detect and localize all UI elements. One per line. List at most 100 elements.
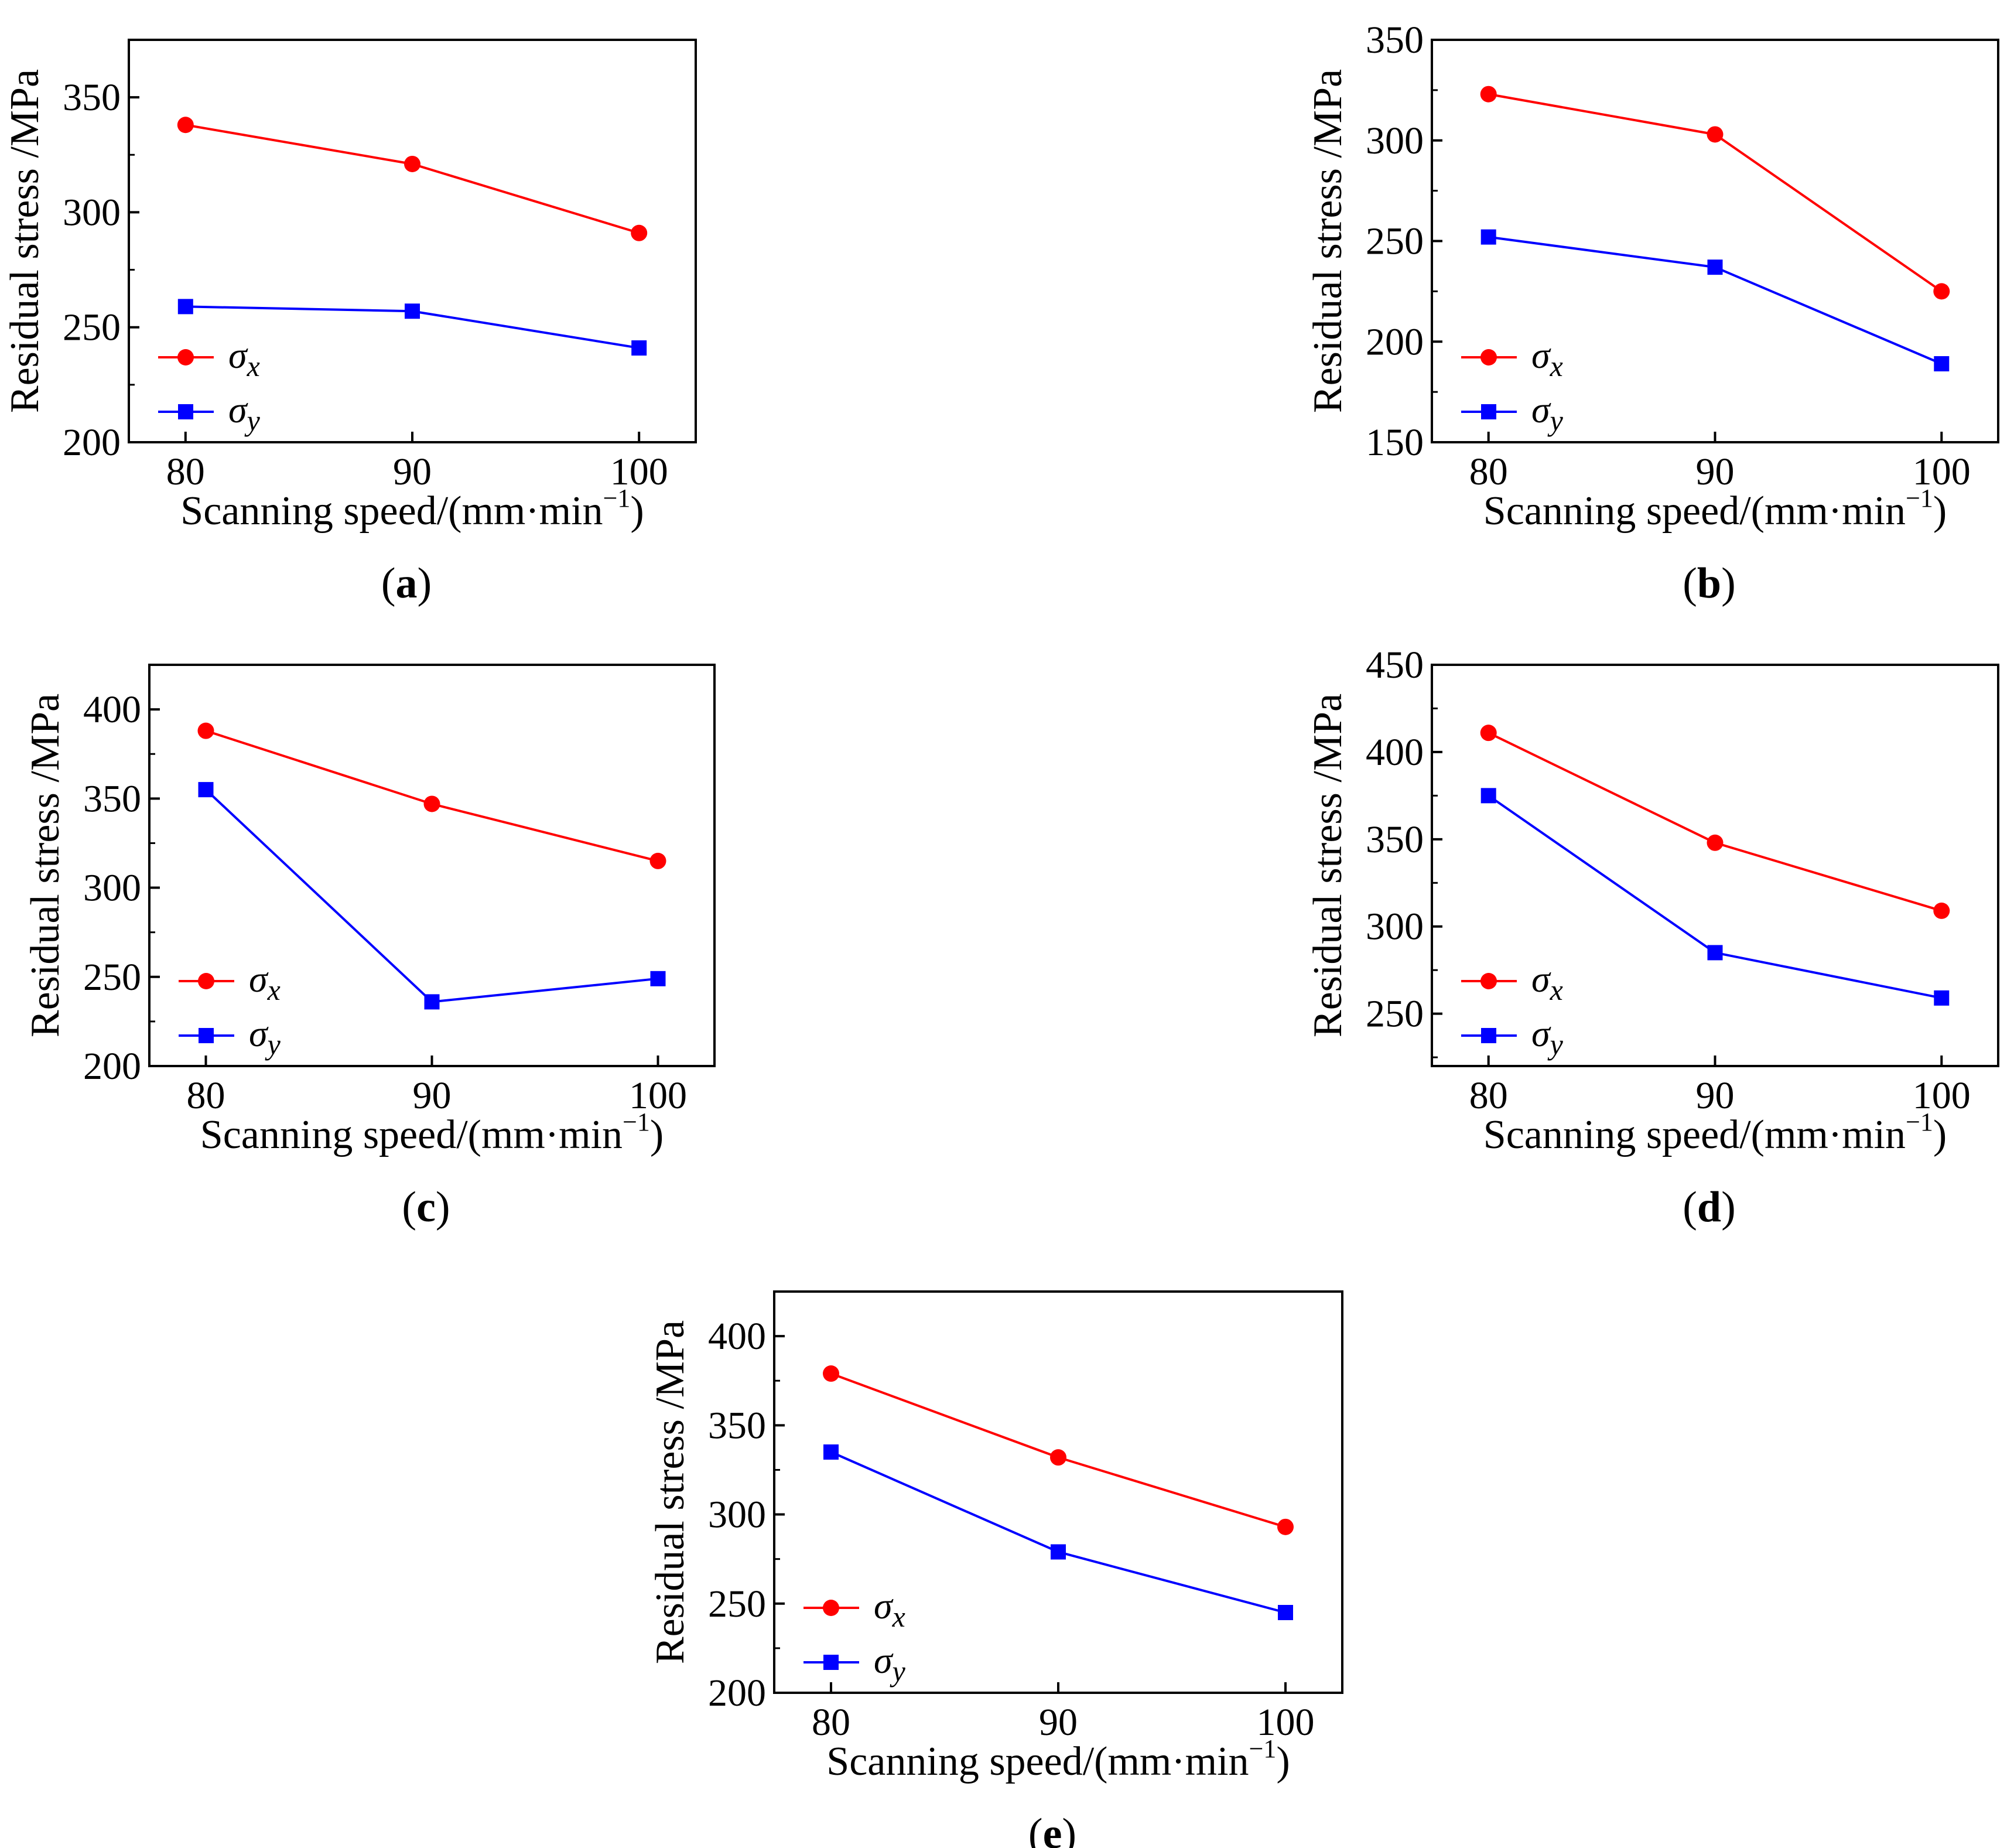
y-tick-label-a-200: 200 xyxy=(63,421,121,464)
panel-label-c: (c) xyxy=(402,1183,450,1231)
legend-marker-c-sigma-x xyxy=(198,973,214,989)
legend-label-a-sigma-y: σy xyxy=(228,389,261,437)
y-tick-label-d-350: 350 xyxy=(1366,818,1424,861)
data-point-d-sigma-y-90 xyxy=(1707,945,1723,961)
data-point-a-sigma-y-100 xyxy=(631,340,647,356)
data-point-e-sigma-x-80 xyxy=(823,1365,839,1382)
x-axis-title-e: Scanning speed/(mm·min−1) xyxy=(826,1734,1290,1784)
legend-marker-b-sigma-y xyxy=(1481,404,1496,419)
data-point-b-sigma-y-100 xyxy=(1934,356,1950,372)
data-point-a-sigma-x-100 xyxy=(631,224,648,241)
legend-label-c-sigma-x: σx xyxy=(249,958,281,1006)
x-tick-label-c-90: 90 xyxy=(413,1074,452,1117)
legend-marker-e-sigma-y xyxy=(823,1655,839,1670)
data-point-c-sigma-y-80 xyxy=(198,782,214,798)
y-tick-label-b-350: 350 xyxy=(1366,19,1424,62)
data-point-d-sigma-x-100 xyxy=(1933,902,1950,919)
data-point-c-sigma-x-90 xyxy=(423,795,440,812)
y-tick-label-c-300: 300 xyxy=(83,867,141,910)
x-tick-label-c-100: 100 xyxy=(629,1074,687,1117)
data-point-a-sigma-y-90 xyxy=(405,303,420,319)
data-point-c-sigma-y-100 xyxy=(650,971,666,986)
y-tick-label-d-300: 300 xyxy=(1366,906,1424,948)
series-line-d-sigma-x xyxy=(1488,732,1942,912)
data-point-e-sigma-x-100 xyxy=(1277,1518,1294,1535)
chart-panel-b: 80 90 100 150 200 250 300 350 Scanning speed/(mm… xyxy=(1305,19,1999,607)
legend-label-b-sigma-y: σy xyxy=(1531,389,1564,437)
data-point-b-sigma-y-90 xyxy=(1707,259,1723,275)
legend-marker-a-sigma-y xyxy=(178,404,193,419)
y-tick-label-a-300: 300 xyxy=(63,191,121,234)
y-tick-label-e-300: 300 xyxy=(708,1494,766,1536)
panel-label-a: (a) xyxy=(381,559,432,607)
data-point-b-sigma-x-100 xyxy=(1933,283,1950,300)
x-axis-title-b: Scanning speed/(mm·min−1) xyxy=(1483,484,1947,534)
legend-marker-b-sigma-x xyxy=(1480,349,1497,365)
chart-panel-a: 80 90 100 200 250 300 350 Scanning speed/(mm·mi… xyxy=(2,39,697,607)
y-tick-label-e-400: 400 xyxy=(708,1315,766,1358)
panel-label-b: (b) xyxy=(1683,559,1735,607)
legend-label-d-sigma-y: σy xyxy=(1531,1013,1564,1061)
chart-panel-c: 80 90 100 200 250 300 350 400 Scanning speed/(mm… xyxy=(23,664,716,1231)
x-tick-label-e-80: 80 xyxy=(812,1701,850,1744)
y-axis-title-e: Residual stress /MPa xyxy=(648,1320,693,1664)
data-point-d-sigma-x-90 xyxy=(1707,834,1724,851)
y-tick-label-b-150: 150 xyxy=(1366,421,1424,464)
y-tick-label-c-200: 200 xyxy=(83,1045,141,1088)
x-tick-label-a-80: 80 xyxy=(166,450,205,493)
x-tick-label-d-80: 80 xyxy=(1469,1074,1508,1117)
y-tick-label-d-400: 400 xyxy=(1366,731,1424,774)
data-point-c-sigma-y-90 xyxy=(424,994,440,1010)
y-tick-label-c-400: 400 xyxy=(83,688,141,731)
data-point-a-sigma-x-90 xyxy=(404,155,420,172)
x-tick-label-e-100: 100 xyxy=(1257,1701,1315,1744)
y-axis-title-b: Residual stress /MPa xyxy=(1305,69,1350,413)
y-tick-label-a-350: 350 xyxy=(63,76,121,119)
legend-marker-d-sigma-y xyxy=(1481,1028,1496,1043)
y-tick-label-e-350: 350 xyxy=(708,1404,766,1447)
x-tick-label-a-90: 90 xyxy=(393,450,432,493)
x-tick-label-e-90: 90 xyxy=(1039,1701,1078,1744)
legend-marker-e-sigma-x xyxy=(823,1600,839,1616)
chart-panel-e: 80 90 100 200 250 300 350 400 Scanning speed/(mm… xyxy=(648,1290,1343,1848)
y-axis-title-d: Residual stress /MPa xyxy=(1305,694,1350,1037)
series-line-e-sigma-y xyxy=(830,1451,1286,1614)
plot-frame-d xyxy=(1431,664,1999,1067)
x-tick-label-c-80: 80 xyxy=(187,1074,225,1117)
x-axis-title-d: Scanning speed/(mm·min−1) xyxy=(1483,1108,1947,1157)
legend-label-e-sigma-y: σy xyxy=(874,1639,906,1688)
data-point-d-sigma-y-80 xyxy=(1480,788,1496,804)
data-point-c-sigma-x-100 xyxy=(649,852,666,869)
legend-marker-a-sigma-x xyxy=(177,349,194,365)
data-point-e-sigma-y-100 xyxy=(1278,1605,1293,1620)
x-tick-label-a-100: 100 xyxy=(610,450,668,493)
data-point-b-sigma-y-80 xyxy=(1480,229,1496,245)
y-tick-label-e-200: 200 xyxy=(708,1672,766,1714)
x-axis-title-a: Scanning speed/(mm·min−1) xyxy=(180,484,644,534)
panel-label-d: (d) xyxy=(1683,1183,1735,1231)
x-tick-label-b-90: 90 xyxy=(1696,450,1735,493)
data-point-a-sigma-y-80 xyxy=(177,299,193,315)
y-tick-label-d-250: 250 xyxy=(1366,993,1424,1036)
legend-marker-c-sigma-y xyxy=(199,1028,214,1043)
y-tick-label-b-200: 200 xyxy=(1366,320,1424,363)
y-tick-label-c-250: 250 xyxy=(83,956,141,999)
legend-label-b-sigma-x: σx xyxy=(1531,334,1563,382)
series-line-a-sigma-x xyxy=(185,124,640,234)
y-axis-title-c: Residual stress /MPa xyxy=(23,694,68,1037)
legend-label-d-sigma-x: σx xyxy=(1531,958,1563,1006)
data-point-a-sigma-x-80 xyxy=(177,117,194,134)
legend-label-e-sigma-x: σx xyxy=(874,1585,905,1633)
data-point-b-sigma-x-80 xyxy=(1480,86,1497,103)
plot-frame-e xyxy=(773,1290,1343,1694)
x-tick-label-b-100: 100 xyxy=(1913,450,1971,493)
x-axis-title-c: Scanning speed/(mm·min−1) xyxy=(200,1108,664,1157)
y-tick-label-e-250: 250 xyxy=(708,1583,766,1625)
legend-label-c-sigma-y: σy xyxy=(249,1013,281,1061)
data-point-c-sigma-x-80 xyxy=(197,722,214,739)
x-tick-label-d-90: 90 xyxy=(1696,1074,1735,1117)
series-line-b-sigma-y xyxy=(1488,235,1943,365)
data-point-e-sigma-x-90 xyxy=(1050,1449,1066,1466)
y-tick-label-d-450: 450 xyxy=(1366,644,1424,686)
